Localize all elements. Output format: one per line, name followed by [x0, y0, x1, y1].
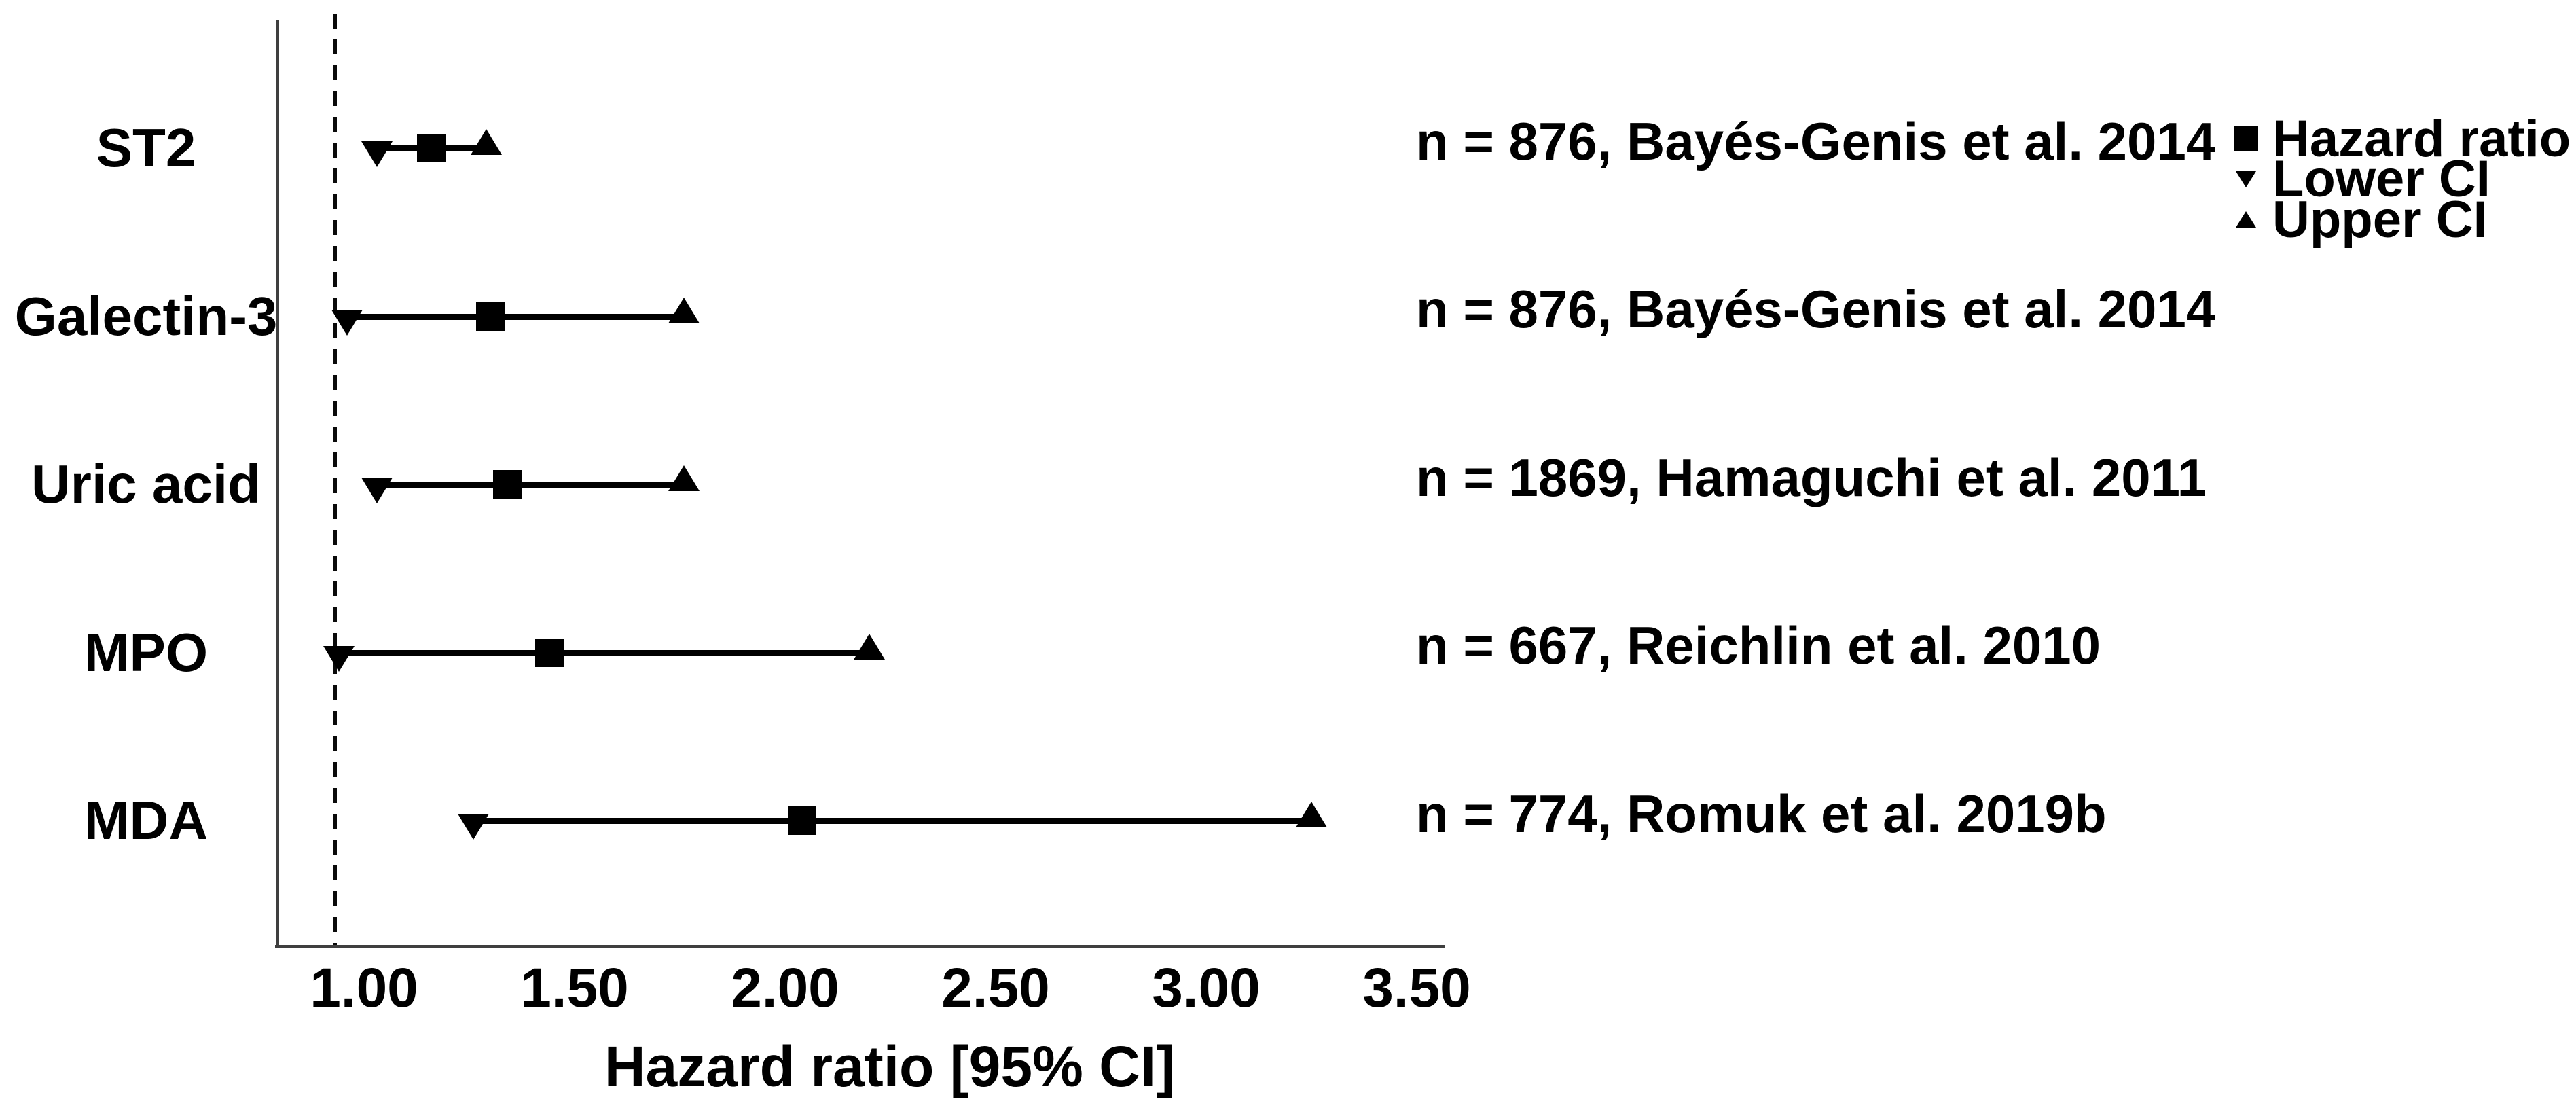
upper-ci-marker — [470, 129, 502, 155]
study-annotation: n = 1869, Hamaguchi et al. 2011 — [1416, 447, 2207, 507]
upper-ci-marker — [854, 633, 885, 660]
x-axis-line — [275, 945, 1445, 948]
hazard-ratio-marker — [476, 302, 505, 331]
legend-square-icon — [2234, 126, 2258, 151]
hazard-ratio-marker — [492, 470, 522, 499]
x-tick-label: 1.00 — [310, 957, 418, 1019]
y-axis-line — [276, 20, 279, 948]
upper-ci-marker — [668, 297, 700, 323]
row-label: Uric acid — [31, 454, 261, 514]
study-annotation: n = 774, Romuk et al. 2019b — [1416, 783, 2107, 844]
legend-label: Hazard ratio — [2272, 109, 2571, 168]
legend-triangle-up-icon — [2236, 211, 2256, 228]
ci-line — [338, 649, 869, 656]
legend-label: Upper CI — [2272, 190, 2488, 249]
study-annotation: n = 667, Reichlin et al. 2010 — [1416, 615, 2101, 675]
hazard-ratio-marker — [417, 134, 446, 162]
row-label: MDA — [84, 790, 208, 850]
x-tick-label: 2.50 — [941, 957, 1050, 1019]
upper-ci-marker — [668, 465, 700, 491]
x-axis-title: Hazard ratio [95% CI] — [604, 1035, 1176, 1098]
upper-ci-marker — [1296, 802, 1327, 827]
x-tick-label: 3.00 — [1152, 957, 1260, 1019]
x-tick-label: 2.00 — [731, 957, 839, 1019]
reference-line — [332, 14, 337, 945]
hazard-ratio-marker — [787, 806, 816, 835]
row-label: Galectin-3 — [14, 285, 278, 346]
lower-ci-marker — [361, 478, 393, 503]
row-label: ST2 — [96, 118, 196, 178]
x-tick-label: 3.50 — [1362, 957, 1471, 1019]
x-tick-label: 1.50 — [520, 957, 629, 1019]
legend-label: Lower CI — [2272, 150, 2490, 208]
lower-ci-marker — [458, 814, 490, 840]
study-annotation: n = 876, Bayés-Genis et al. 2014 — [1416, 279, 2216, 339]
legend-triangle-down-icon — [2236, 171, 2256, 187]
ci-line — [376, 482, 685, 488]
lower-ci-marker — [323, 645, 355, 672]
row-label: MPO — [84, 622, 208, 683]
ci-line — [347, 313, 685, 320]
lower-ci-marker — [331, 309, 363, 336]
study-annotation: n = 876, Bayés-Genis et al. 2014 — [1416, 111, 2216, 171]
ci-line — [473, 818, 1311, 824]
lower-ci-marker — [361, 141, 393, 167]
hazard-ratio-marker — [534, 638, 564, 667]
